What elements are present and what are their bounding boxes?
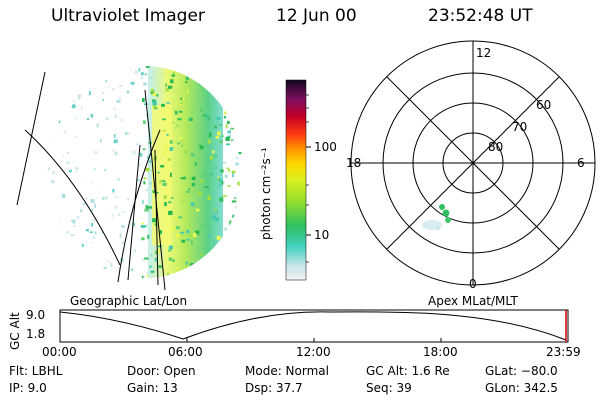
glat-info: GLat: −80.0 [485,364,558,378]
time-tick-0000: 00:00 [42,345,77,359]
filter-info: Flt: LBHL [9,364,63,378]
time-tick-2359: 23:59 [546,345,581,359]
lat-label-60: 60 [536,98,552,112]
instrument-title: Ultraviolet Imager [51,6,205,26]
polar-plot [350,40,596,286]
colorbar-ticks [306,146,311,236]
gc-alt-info: GC Alt: 1.6 Re [366,364,450,378]
colorbar-tick-100: 100 [314,140,337,154]
glon-info: GLon: 342.5 [485,381,558,395]
longitude-line [154,149,159,286]
time-tick-0600: 06:00 [168,345,203,359]
geographic-label: Geographic Lat/Lon [70,294,188,308]
altitude-ytick-9: 9.0 [26,308,46,322]
altitude-ylabel: GC Alt [8,312,22,350]
altitude-plot [59,309,569,343]
time-label: 23:52:48 UT [428,6,533,26]
time-tick-1800: 18:00 [423,345,458,359]
latitude-line [24,129,121,266]
longitude-line [127,144,141,281]
colorbar-unit-label: photon cm⁻²s⁻¹ [259,147,273,240]
door-info: Door: Open [127,364,196,378]
longitude-line [16,71,46,206]
altitude-curve [59,311,567,341]
mlt-label-6: 6 [577,156,585,170]
longitude-line [144,89,166,291]
mode-info: Mode: Normal [245,364,329,378]
gain-info: Gain: 13 [127,381,178,395]
mlt-label-18: 18 [346,156,362,170]
colorbar-minor-ticks [306,94,309,263]
apex-label: Apex MLat/MLT [428,294,518,308]
geographic-image-panel [16,66,243,291]
mlt-label-0: 0 [469,277,477,291]
diagonal-line [386,76,560,250]
geographic-grid-lines [16,71,166,291]
altitude-frame [59,309,569,343]
ip-info: IP: 9.0 [9,381,47,395]
lat-label-70: 70 [512,120,528,134]
altitude-xticks [59,338,569,342]
time-tick-1200: 12:00 [296,345,331,359]
seq-info: Seq: 39 [366,381,412,395]
colorbar-tick-10: 10 [314,228,330,242]
polar-aurora [422,204,451,230]
lat-label-80: 80 [488,140,504,154]
dsp-info: Dsp: 37.7 [245,381,303,395]
mlt-label-12: 12 [476,46,492,60]
date-label: 12 Jun 00 [276,6,357,26]
colorbar [285,79,307,281]
altitude-ytick-1.8: 1.8 [26,327,46,341]
